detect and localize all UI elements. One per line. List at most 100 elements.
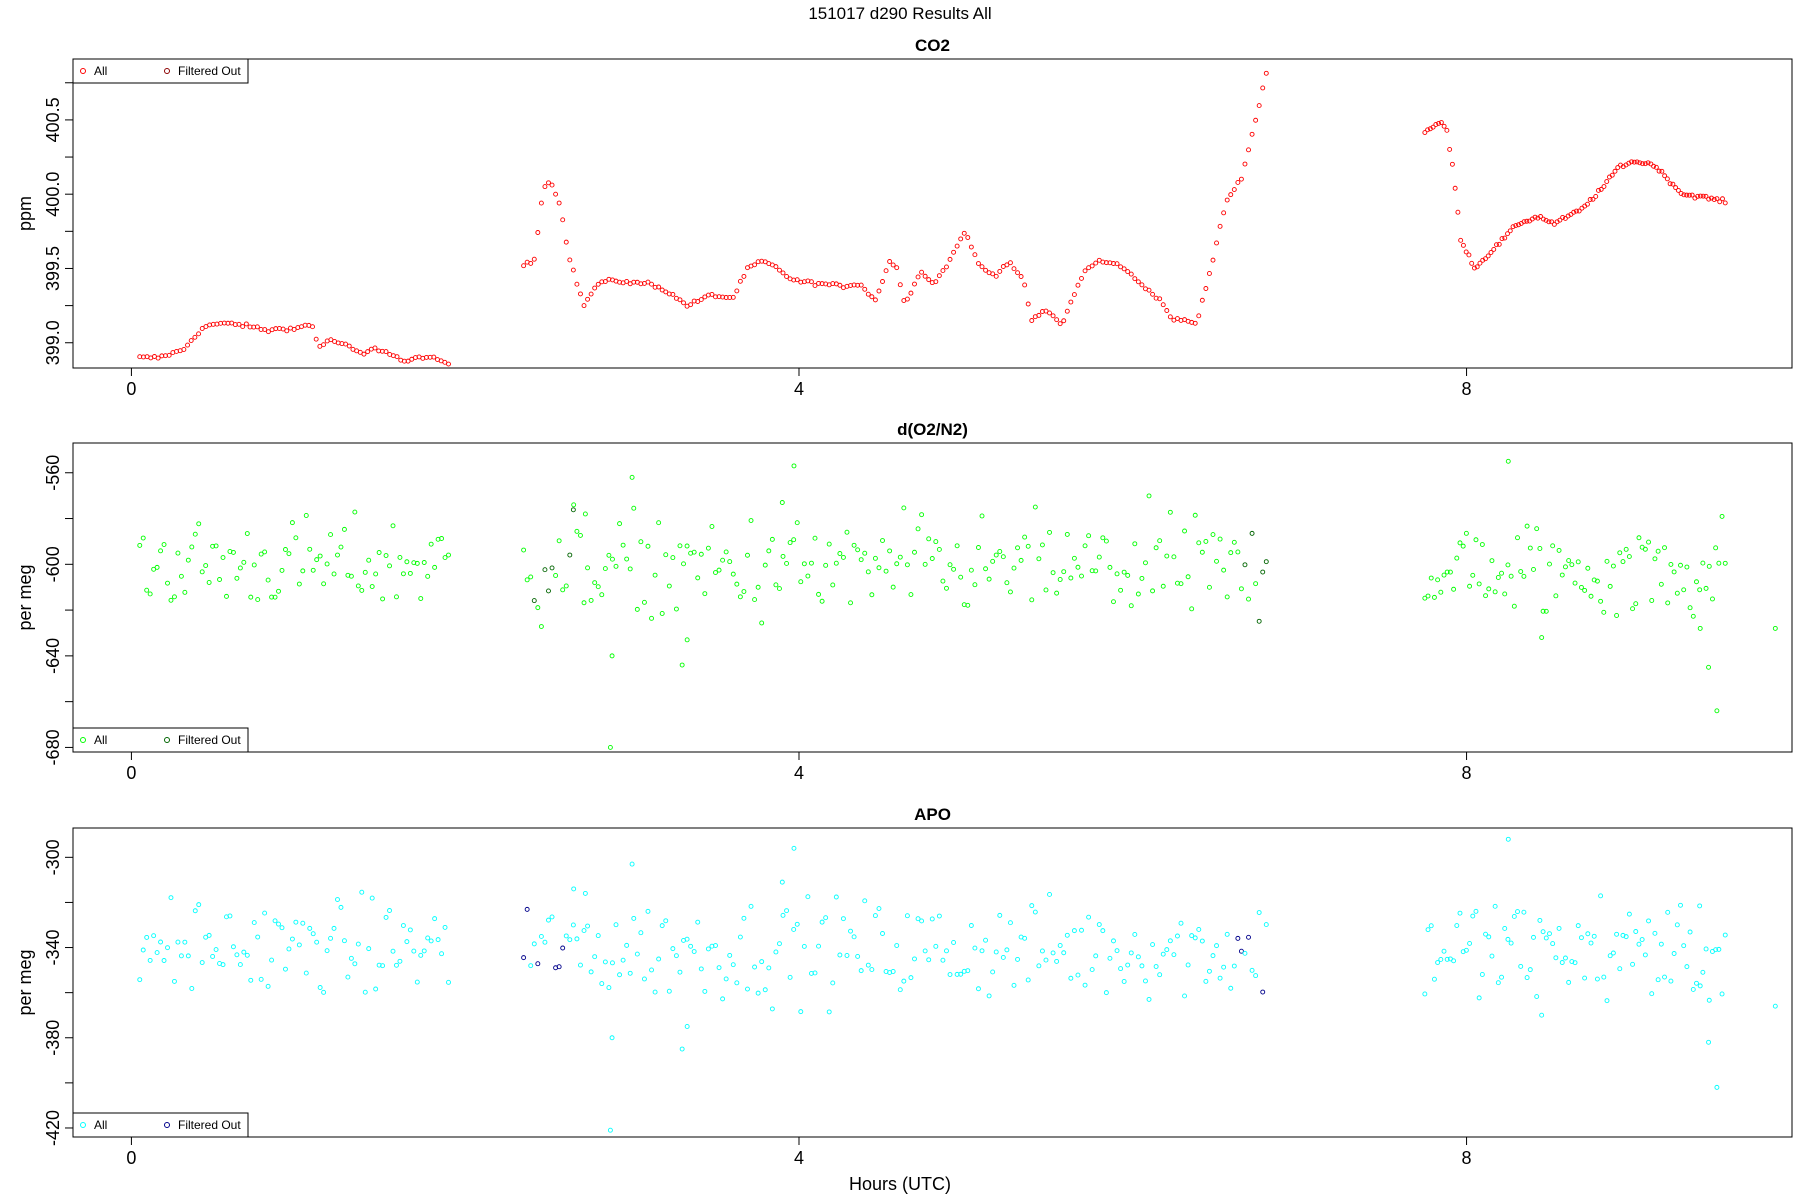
data-points [137,70,1728,367]
point-all [1684,192,1690,198]
point-all [1714,1084,1720,1090]
point-all [958,236,964,242]
point-all [1064,308,1070,314]
point-all [542,939,548,945]
point-all [1114,261,1120,267]
point-all [951,940,957,945]
point-all [837,551,843,556]
point-all [1703,585,1709,591]
point-all [1203,538,1209,544]
point-all [158,548,164,554]
point-all [1639,937,1645,942]
point-all [435,937,441,943]
point-all [425,935,431,941]
point-all [1637,160,1643,166]
point-all [716,965,722,971]
point-all [230,549,236,555]
point-all [1025,977,1031,983]
y-tick-label: 400.0 [43,172,63,217]
point-all [681,561,686,567]
point-all [570,922,576,928]
point-all [355,941,361,947]
point-all [1642,546,1648,552]
point-all [241,949,247,955]
point-all [791,537,797,543]
point-all [338,544,344,550]
point-all [1206,584,1212,590]
point-all [933,279,939,285]
point-all [638,930,644,936]
point-all [826,541,832,547]
point-all [752,964,758,970]
point-all [649,281,654,287]
point-all [652,989,658,995]
point-all [1582,975,1588,981]
point-all [872,555,878,561]
point-all [634,951,640,957]
legend-box [72,1112,249,1138]
point-all [1610,563,1616,569]
point-all [1047,529,1052,535]
point-all [1610,950,1616,956]
point-all [1093,260,1099,266]
point-all [341,938,347,944]
point-all [855,547,861,553]
point-all [1164,553,1170,559]
point-all [582,511,588,517]
point-all [791,845,797,851]
point-all [1596,187,1601,193]
point-all [397,554,403,560]
point-all [1182,528,1188,534]
point-all [578,291,583,297]
point-all [965,602,971,608]
point-all [324,948,330,954]
point-all [976,986,981,992]
point-all [705,946,711,952]
point-all [609,653,615,659]
point-all [1588,940,1594,946]
point-all [1540,608,1546,614]
point-all [1594,578,1600,584]
point-all [677,297,683,303]
point-all [1253,973,1259,979]
point-all [673,606,679,612]
point-all [876,906,882,912]
point-all [1515,535,1520,541]
point-all [1604,179,1610,184]
point-all [865,962,871,968]
point-all [335,897,340,902]
point-all [1483,256,1488,262]
point-all [538,200,544,206]
x-tick-label: 4 [794,763,804,783]
point-all [766,548,772,554]
point-all [405,358,411,364]
point-all [865,569,871,575]
point-all [858,557,864,563]
point-all [1697,983,1703,989]
point-all [748,518,754,523]
legend-entry: All [94,64,107,78]
point-all [1238,586,1244,592]
point-all [352,509,358,515]
x-tick-label: 4 [794,1148,804,1168]
point-all [1513,223,1519,229]
point-all [1425,593,1431,599]
point-all [439,951,445,957]
point-all [677,543,683,549]
point-filtered-out [570,507,576,513]
point-all [794,277,800,283]
point-all [289,936,295,942]
point-all [602,566,608,572]
point-all [595,584,601,590]
point-all [196,902,202,908]
point-all [1438,589,1444,595]
point-all [1135,954,1141,960]
point-all [1566,979,1572,985]
point-all [279,925,285,931]
point-all [1505,231,1510,237]
point-all [1607,583,1613,589]
point-all [673,953,679,959]
legend-marker [164,1122,170,1128]
point-all [1192,512,1198,518]
